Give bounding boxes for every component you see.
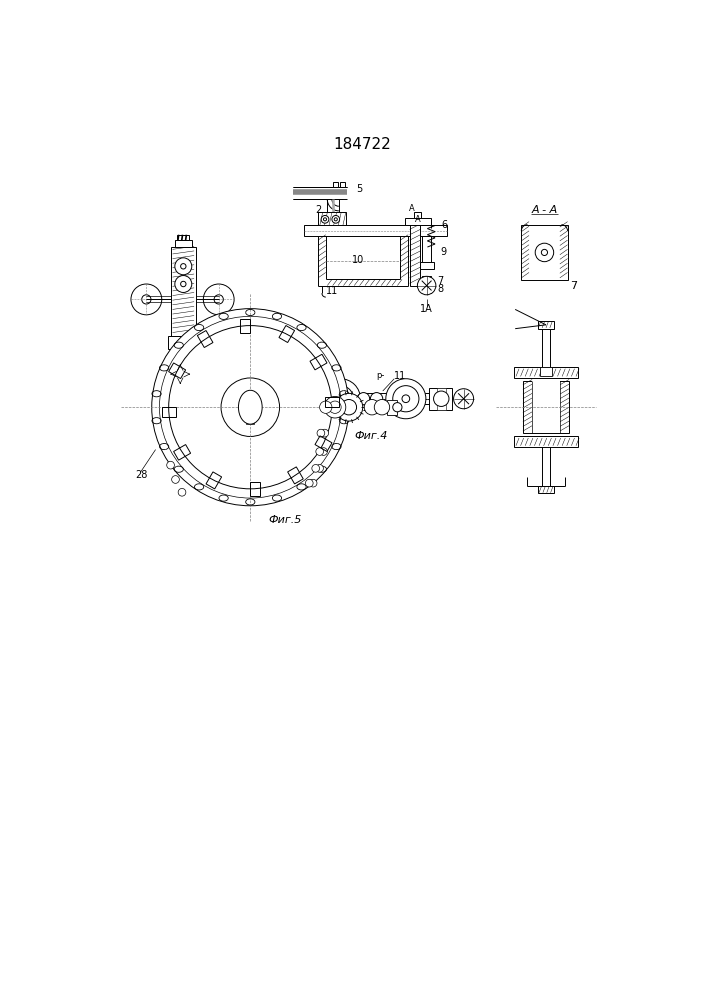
Circle shape bbox=[180, 281, 186, 287]
Circle shape bbox=[393, 403, 402, 412]
Bar bbox=[179, 349, 187, 357]
Bar bbox=[177, 235, 189, 240]
Circle shape bbox=[329, 401, 341, 413]
Bar bbox=[420, 262, 433, 269]
Circle shape bbox=[402, 395, 409, 403]
Bar bbox=[523, 381, 569, 433]
Text: 28: 28 bbox=[135, 470, 147, 480]
Circle shape bbox=[169, 326, 332, 489]
Circle shape bbox=[334, 218, 337, 221]
Circle shape bbox=[221, 378, 279, 436]
Bar bbox=[414, 212, 421, 218]
Bar bbox=[538, 486, 554, 493]
Circle shape bbox=[131, 284, 162, 315]
Circle shape bbox=[175, 276, 192, 292]
Circle shape bbox=[300, 388, 322, 410]
Bar bbox=[171, 247, 196, 336]
Text: A: A bbox=[409, 204, 415, 213]
Bar bbox=[532, 381, 560, 433]
Circle shape bbox=[325, 396, 346, 418]
Circle shape bbox=[178, 488, 186, 496]
Circle shape bbox=[337, 395, 344, 403]
Circle shape bbox=[312, 465, 320, 472]
Bar bbox=[521, 225, 568, 280]
Circle shape bbox=[386, 379, 426, 419]
Circle shape bbox=[327, 386, 354, 412]
Bar bbox=[405, 218, 431, 225]
Circle shape bbox=[542, 249, 547, 256]
Bar bbox=[540, 367, 552, 376]
Circle shape bbox=[305, 479, 313, 487]
Circle shape bbox=[214, 295, 223, 304]
Circle shape bbox=[141, 295, 151, 304]
Circle shape bbox=[321, 429, 329, 437]
Circle shape bbox=[320, 448, 327, 455]
Text: Фиг.5: Фиг.5 bbox=[268, 515, 302, 525]
Bar bbox=[515, 436, 578, 447]
Bar bbox=[537, 321, 554, 329]
Circle shape bbox=[364, 400, 380, 415]
Text: 7: 7 bbox=[438, 276, 444, 286]
Circle shape bbox=[160, 316, 341, 498]
Text: 8: 8 bbox=[438, 284, 443, 294]
Circle shape bbox=[172, 476, 180, 483]
Circle shape bbox=[152, 309, 349, 506]
Text: 2: 2 bbox=[315, 205, 321, 215]
Text: 7: 7 bbox=[570, 281, 577, 291]
Bar bbox=[339, 182, 345, 187]
Text: 11: 11 bbox=[395, 371, 407, 381]
Ellipse shape bbox=[238, 390, 262, 424]
Circle shape bbox=[204, 284, 234, 315]
Text: 1А: 1А bbox=[420, 304, 433, 314]
Circle shape bbox=[535, 243, 554, 262]
Bar bbox=[409, 225, 421, 286]
Circle shape bbox=[335, 393, 363, 421]
Bar bbox=[304, 225, 447, 235]
Bar bbox=[168, 336, 199, 349]
Circle shape bbox=[417, 276, 436, 295]
Text: 10: 10 bbox=[352, 255, 364, 265]
Bar bbox=[429, 388, 452, 410]
Circle shape bbox=[341, 400, 356, 415]
Text: р-: р- bbox=[377, 371, 385, 380]
Circle shape bbox=[454, 389, 474, 409]
Bar bbox=[437, 388, 446, 410]
Circle shape bbox=[316, 448, 324, 455]
Bar bbox=[515, 367, 578, 378]
Text: 184722: 184722 bbox=[333, 137, 391, 152]
Text: 5: 5 bbox=[356, 184, 362, 194]
Bar bbox=[422, 276, 431, 293]
Circle shape bbox=[320, 401, 332, 413]
Circle shape bbox=[175, 258, 192, 275]
Text: Фиг.4: Фиг.4 bbox=[354, 431, 388, 441]
Text: 6: 6 bbox=[441, 220, 448, 230]
Circle shape bbox=[321, 215, 329, 223]
Bar bbox=[387, 400, 397, 415]
Circle shape bbox=[374, 400, 390, 415]
Circle shape bbox=[309, 479, 317, 487]
Bar bbox=[318, 212, 346, 226]
Bar bbox=[175, 240, 192, 247]
Circle shape bbox=[180, 264, 186, 269]
Text: А: А bbox=[414, 215, 420, 224]
Bar bbox=[333, 182, 338, 187]
Circle shape bbox=[167, 461, 175, 469]
Text: 11: 11 bbox=[326, 286, 338, 296]
Circle shape bbox=[320, 379, 361, 419]
Circle shape bbox=[393, 386, 419, 412]
Circle shape bbox=[317, 429, 325, 437]
Circle shape bbox=[370, 393, 382, 405]
Bar bbox=[247, 418, 254, 424]
Text: А - А: А - А bbox=[532, 205, 558, 215]
Circle shape bbox=[433, 391, 449, 406]
Circle shape bbox=[316, 465, 323, 472]
Circle shape bbox=[357, 393, 370, 405]
Circle shape bbox=[332, 215, 339, 223]
Text: 9: 9 bbox=[440, 247, 447, 257]
Circle shape bbox=[324, 218, 327, 221]
